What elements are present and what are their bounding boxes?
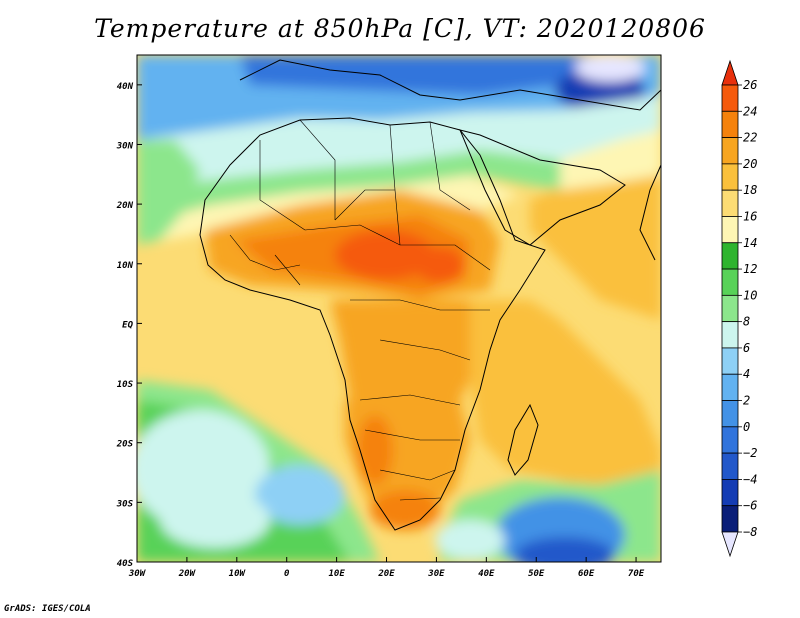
- colorbar-label: 24: [743, 104, 757, 118]
- lat-tick-label: 40N: [117, 82, 134, 92]
- colorbar-label: 10: [743, 288, 757, 302]
- colorbar-label: 20: [743, 157, 757, 171]
- colorbar-arrow-bottom: [721, 531, 739, 558]
- colorbar-segment: [721, 452, 739, 480]
- colorbar-segment: [721, 242, 739, 270]
- lat-tick-label: 10S: [117, 380, 134, 390]
- colorbar-segment: [721, 268, 739, 296]
- temperature-field: [137, 55, 661, 562]
- lon-tick-label: 10W: [229, 569, 247, 579]
- colorbar-label: 0: [743, 420, 750, 434]
- colorbar-segment: [721, 373, 739, 401]
- colorbar-label: −4: [743, 472, 757, 486]
- lon-tick-label: 20E: [377, 569, 395, 579]
- lon-tick-label: 70E: [628, 569, 645, 579]
- lat-tick-label: 20S: [116, 440, 134, 450]
- europe-coastline: [239, 59, 662, 111]
- lon-tick-label: 40E: [478, 569, 495, 579]
- colorbar-label: −6: [743, 499, 757, 513]
- colorbar-segment: [721, 137, 739, 165]
- colorbar-segment: [721, 84, 739, 112]
- colorbar-label: 4: [743, 367, 750, 381]
- country-borders: [229, 119, 491, 501]
- arabia-coastline: [459, 129, 626, 246]
- colorbar-label: 8: [743, 315, 750, 329]
- colorbar-label: 26: [743, 78, 757, 92]
- colorbar-segment: [721, 426, 739, 454]
- lat-tick-label: 30S: [116, 499, 134, 509]
- grads-credit: GrADS: IGES/COLA: [4, 604, 91, 614]
- colorbar-segment: [721, 216, 739, 244]
- colorbar-segment: [721, 479, 739, 507]
- colorbar-label: 18: [743, 183, 757, 197]
- colorbar-segment: [721, 294, 739, 323]
- lon-tick-label: 60E: [578, 569, 595, 579]
- lon-tick-label: 30E: [427, 569, 445, 579]
- lon-tick-label: 30W: [128, 569, 147, 579]
- colorbar-label: 2: [743, 394, 750, 408]
- india-coastline: [639, 164, 662, 261]
- colorbar-segment: [721, 110, 739, 138]
- lat-tick-label: EQ: [122, 320, 133, 330]
- lat-tick-label: 30N: [116, 141, 134, 151]
- colorbar-segment: [721, 400, 739, 428]
- colorbar-label: 22: [743, 131, 757, 145]
- colorbar-label: 12: [743, 262, 757, 276]
- colorbar-label: 6: [743, 341, 750, 355]
- colorbar-arrow-top: [721, 59, 739, 86]
- lon-tick-label: 20W: [178, 569, 197, 579]
- lon-tick-label: 10E: [328, 569, 345, 579]
- longitude-axis: 30W 20W 10W 0 10E 20E 30E 40E 50E 60E 70E: [128, 557, 645, 579]
- colorbar-segment: [721, 189, 739, 217]
- chart-title: Temperature at 850hPa [C], VT: 202012080…: [94, 14, 706, 43]
- latitude-axis: 40N 30N 20N 10N EQ 10S 20S 30S 40S: [116, 82, 142, 569]
- colorbar-segment: [721, 347, 739, 375]
- lon-tick-label: 50E: [528, 569, 545, 579]
- colorbar-segment: [721, 505, 739, 533]
- lon-tick-label: 0: [284, 569, 290, 579]
- lat-tick-label: 40S: [117, 559, 134, 569]
- colorbar-segment: [721, 321, 739, 349]
- colorbar-segment: [721, 163, 739, 191]
- lat-tick-label: 20N: [116, 201, 134, 211]
- colorbar-label: 14: [743, 236, 757, 250]
- africa-coastline: [199, 117, 546, 531]
- madagascar-coastline: [507, 403, 539, 476]
- lat-tick-label: 10N: [117, 261, 134, 271]
- colorbar-label: 16: [743, 209, 757, 223]
- temperature-map: 30W 20W 10W 0 10E 20E 30E 40E 50E 60E 70E 40N30N20…: [116, 54, 757, 579]
- map-frame: [136, 54, 662, 563]
- colorbar-label: −2: [743, 446, 757, 460]
- colorbar-label: −8: [743, 525, 757, 539]
